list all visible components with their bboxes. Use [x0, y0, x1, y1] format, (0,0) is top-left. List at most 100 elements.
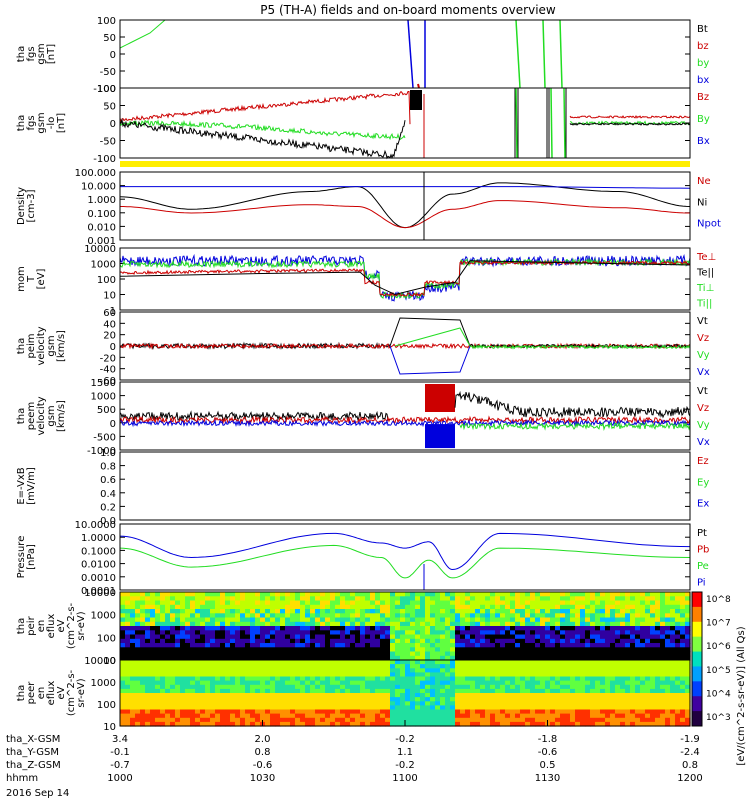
panels: 100500-50-100thafgsgsm[nT]Btbzbybx100500… — [16, 16, 721, 733]
y-axis-label: Pressure[nPa] — [16, 536, 37, 579]
y-axis-label-line: [nT] — [56, 113, 67, 133]
x-axis-row-label: tha_Y-GSM — [6, 747, 59, 758]
y-axis-label-line: sr-eV) — [76, 678, 87, 707]
y-tick-label: 40 — [103, 319, 116, 330]
y-tick-label: 50 — [103, 102, 116, 113]
y-tick-label: 100 — [97, 16, 116, 27]
colorbar-label: [eV/(cm^2-s-sr-eV)] (All Qs) — [736, 626, 747, 765]
y-axis-label: thafgsgsm-lo[nT] — [16, 112, 67, 133]
y-tick-label: 60 — [103, 308, 116, 319]
y-tick-label: 10.0000 — [75, 520, 116, 531]
y-tick-label: 50 — [103, 33, 116, 44]
y-axis-label-line: eflux — [46, 614, 57, 639]
legend-entry: by — [697, 58, 709, 69]
y-axis-label-line: [km/s] — [56, 330, 67, 362]
x-axis-row-label: hhmm — [6, 773, 38, 784]
y-tick-label: -40 — [100, 365, 116, 376]
y-tick-label: 10000 — [84, 588, 116, 599]
panel-peem-velocity: 1500 1000 500 0 -500 -1000 thapeemvelocitygsm[… — [16, 378, 710, 457]
legend-entry: Pb — [697, 545, 709, 556]
y-tick-label: 100 — [97, 700, 116, 711]
x-tick-label: 2.0 — [255, 734, 271, 745]
legend-entry: Vz — [697, 403, 709, 414]
y-tick-label: 1.0000 — [81, 533, 116, 544]
y-axis-label-line: (cm^2-s- — [66, 669, 77, 716]
y-tick-label: 1.0 — [100, 448, 116, 459]
y-axis-label-line: eV — [56, 686, 67, 699]
y-tick-label: 1000 — [91, 392, 116, 403]
x-tick-label: -0.2 — [395, 760, 415, 771]
y-axis-label-line: T — [26, 275, 37, 283]
panel-density: 100.000 10.000 1.000 0.100 0.010 0.001 Density… — [16, 168, 721, 247]
y-axis-label-line: en — [36, 687, 47, 700]
y-axis-label-line: [mV/m] — [26, 467, 37, 505]
colorbar: 10^8 10^7 10^6 10^5 10^4 10^3 [eV/(cm^2-s-sr-e… — [691, 591, 747, 766]
y-tick-label: 0 — [110, 50, 116, 61]
y-tick-label: -60 — [100, 376, 116, 387]
x-tick-label: -0.1 — [110, 747, 130, 758]
y-tick-label: 0 — [110, 119, 116, 130]
y-axis-label-line: fgs — [26, 115, 37, 130]
legend-entry: Vz — [697, 333, 709, 344]
colorbar-tick-label: 10^8 — [706, 595, 731, 605]
legend-entry: Pi — [697, 578, 706, 589]
y-tick-label: 1.000 — [87, 195, 116, 206]
y-tick-label: 10000 — [84, 656, 116, 667]
y-tick-label: 10 — [103, 291, 116, 302]
legend-entry: Vy — [697, 350, 710, 361]
y-axis-label-line: gsm — [36, 43, 47, 64]
x-tick-label: 1130 — [535, 773, 560, 784]
legend-entry: Ey — [697, 477, 709, 488]
x-tick-label: -1.9 — [680, 734, 700, 745]
legend-entry: Ti⊥ — [696, 283, 714, 294]
legend-entry: Vy — [697, 420, 710, 431]
y-tick-label: 0 — [110, 419, 116, 430]
y-axis-label-line: peer — [26, 681, 37, 705]
y-tick-label: 100 — [97, 275, 116, 286]
y-tick-label: 0.100 — [87, 209, 116, 220]
legend-entry: Ni — [697, 197, 707, 208]
x-tick-label: -2.4 — [680, 747, 700, 758]
y-axis-label-line: velocity — [36, 396, 47, 435]
y-axis-label: Density[cm-3] — [16, 187, 37, 225]
y-tick-label: 1000 — [91, 678, 116, 689]
y-axis-label-line: eV — [56, 619, 67, 632]
legend-entry: Pt — [697, 528, 707, 539]
y-axis-label-line: Density — [16, 187, 27, 225]
y-axis-label: thapeerenefluxeV(cm^2-s-sr-eV) — [16, 669, 87, 716]
y-axis-label-line: en — [36, 620, 47, 633]
y-axis-label-line: gsm — [46, 335, 57, 356]
legend-entry: By — [697, 114, 710, 125]
x-tick-label: -0.6 — [253, 760, 273, 771]
legend-entry: Ez — [697, 456, 709, 467]
y-tick-label: 0.2 — [100, 502, 116, 513]
y-tick-label: 100 — [97, 84, 116, 95]
legend-entry: Bz — [697, 92, 709, 103]
y-tick-label: 0.0 — [100, 516, 116, 527]
y-tick-label: 1 — [110, 306, 116, 317]
legend-entry: Ti|| — [696, 299, 712, 310]
y-tick-label: 10 — [103, 722, 116, 733]
y-axis-label: thapeemvelocitygsm[km/s] — [16, 396, 67, 435]
x-axis: tha_X-GSM 3.4 2.0 -0.2 -1.8 -1.9 tha_Y-GSM -0.1… — [6, 720, 703, 784]
colorbar-tick-label: 10^7 — [706, 619, 731, 629]
panel-pressure: 10.0000 1.0000 0.1000 0.0100 0.0010 0.0001 Pre… — [16, 520, 709, 597]
x-tick-label: 1100 — [392, 773, 417, 784]
x-tick-label: -1.8 — [538, 734, 558, 745]
legend-entry: bx — [697, 75, 709, 86]
y-tick-label: 0.010 — [87, 222, 116, 233]
y-tick-label: 0.8 — [100, 462, 116, 473]
y-tick-label: 500 — [97, 405, 116, 416]
y-axis-label-line: tha — [16, 685, 27, 701]
y-tick-label: 1500 — [91, 378, 116, 389]
y-axis-label-line: tha — [16, 115, 27, 131]
y-axis-label-line: [eV] — [36, 269, 47, 290]
y-tick-label: 1000 — [91, 260, 116, 271]
y-axis-label-line: -lo — [46, 117, 57, 130]
legend-entry: Ex — [697, 499, 709, 510]
legend-entry: bz — [697, 41, 709, 52]
y-axis-label-line: [nT] — [46, 44, 57, 64]
y-axis-label-line: (cm^2-s- — [66, 602, 77, 649]
colorbar-tick-label: 10^3 — [706, 713, 731, 723]
